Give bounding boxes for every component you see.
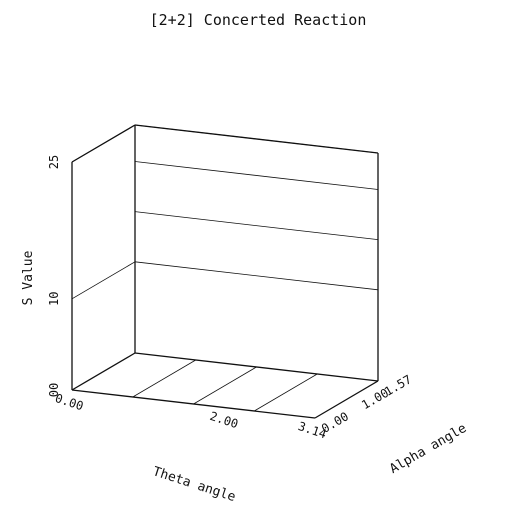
y-axis-line <box>314 380 379 419</box>
back-wall-gridline <box>134 211 379 241</box>
y-tick-label: 1.57 <box>382 372 414 399</box>
floor-gridline <box>132 359 196 398</box>
back-wall-gridline <box>134 261 379 291</box>
z-tick-label: 10 <box>47 292 61 306</box>
z-axis-label: S Value <box>21 250 36 305</box>
z-tick-label: 25 <box>47 155 61 169</box>
left-wall-gridline <box>71 261 136 300</box>
back-wall-gridline <box>134 161 379 190</box>
x-tick-label: 0.00 <box>53 391 85 413</box>
chart-title: [2+2] Concerted Reaction <box>150 11 367 29</box>
floor-left-edge <box>71 352 136 391</box>
wall-gridlines <box>71 124 379 412</box>
z-tick-label: 00 <box>47 383 61 397</box>
floor-gridline <box>193 366 257 405</box>
x-tick-label: 2.00 <box>208 409 240 431</box>
x-axis-label: Theta angle <box>151 464 238 505</box>
floor-gridline <box>254 373 318 412</box>
left-wall-gridline <box>71 124 136 163</box>
y-axis-label: Alpha angle <box>387 421 469 477</box>
back-wall-gridline <box>134 124 379 154</box>
